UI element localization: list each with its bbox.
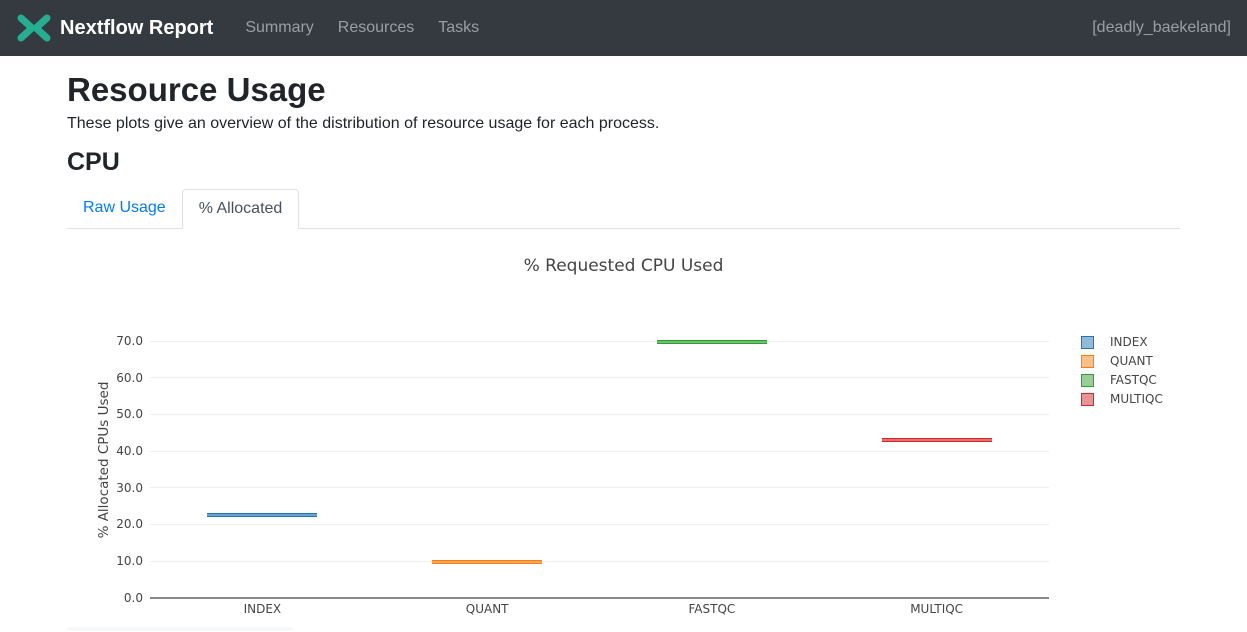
gridline <box>150 450 1049 452</box>
cpu-tab-bar: Raw Usage % Allocated <box>67 188 1180 229</box>
gridline <box>150 413 1049 415</box>
nextflow-logo-icon <box>17 14 51 42</box>
tab-raw-usage[interactable]: Raw Usage <box>83 198 166 216</box>
box-trace-index[interactable] <box>207 512 318 517</box>
legend-swatch-icon <box>1081 354 1094 368</box>
legend-label: QUANT <box>1110 353 1153 368</box>
main-content: Resource Usage These plots give an overv… <box>0 70 1247 632</box>
section-heading-cpu: CPU <box>67 147 120 176</box>
gridline <box>150 340 1049 342</box>
box-trace-multiqc[interactable] <box>881 438 992 443</box>
gridline <box>150 487 1049 489</box>
x-tick-label-multiqc: MULTIQC <box>910 601 964 616</box>
x-tick-label-index: INDEX <box>243 601 282 616</box>
y-tick-label: 0.0 <box>123 590 143 605</box>
legend-item-quant[interactable]: QUANT <box>1081 352 1163 371</box>
page-subtitle: These plots give an overview of the dist… <box>67 114 660 132</box>
brand-title: Nextflow Report <box>60 16 214 39</box>
legend-label: INDEX <box>1110 334 1148 349</box>
y-tick-label: 30.0 <box>116 480 143 495</box>
x-tick-label-fastqc: FASTQC <box>688 601 736 616</box>
legend-label: MULTIQC <box>1110 391 1163 406</box>
y-tick-label: 20.0 <box>116 517 143 532</box>
legend-swatch-icon <box>1081 373 1094 387</box>
run-name-label: [deadly_baekeland] <box>1092 19 1231 36</box>
box-trace-fastqc[interactable] <box>656 339 767 344</box>
chart-title: % Requested CPU Used <box>523 255 724 276</box>
x-tick-label-quant: QUANT <box>465 601 509 616</box>
y-tick-label: 70.0 <box>116 334 143 349</box>
next-section-peek <box>67 627 293 631</box>
y-tick-label: 50.0 <box>116 407 143 422</box>
top-navbar: Nextflow Report Summary Resources Tasks … <box>0 0 1247 56</box>
gridline <box>150 523 1049 525</box>
chart-legend: INDEX QUANT FASTQC MULTIQC <box>1081 333 1163 409</box>
legend-swatch-icon <box>1081 392 1094 406</box>
gridline <box>150 560 1049 562</box>
plot-area <box>150 323 1049 599</box>
box-trace-quant[interactable] <box>432 559 543 564</box>
legend-label: FASTQC <box>1110 372 1157 387</box>
tab-percent-allocated[interactable]: % Allocated <box>181 188 300 229</box>
y-axis-title: % Allocated CPUs Used <box>96 381 112 539</box>
legend-swatch-icon <box>1081 335 1094 349</box>
y-tick-label: 60.0 <box>116 370 143 385</box>
page-title: Resource Usage <box>67 71 326 108</box>
brand-link[interactable]: Nextflow Report <box>16 13 213 43</box>
cpu-allocated-chart: % Requested CPU Used % Allocated CPUs Us… <box>67 243 1180 632</box>
nav-item-tasks[interactable]: Tasks <box>438 19 480 36</box>
legend-item-multiqc[interactable]: MULTIQC <box>1081 390 1163 409</box>
x-axis-line <box>150 596 1049 599</box>
y-tick-label: 40.0 <box>116 444 143 459</box>
nav-item-summary[interactable]: Summary <box>245 19 314 36</box>
nav-item-resources[interactable]: Resources <box>337 19 415 36</box>
navbar-menu: Summary Resources Tasks <box>229 11 487 45</box>
gridline <box>150 377 1049 379</box>
y-tick-label: 10.0 <box>116 554 143 569</box>
legend-item-fastqc[interactable]: FASTQC <box>1081 371 1163 390</box>
legend-item-index[interactable]: INDEX <box>1081 333 1163 352</box>
